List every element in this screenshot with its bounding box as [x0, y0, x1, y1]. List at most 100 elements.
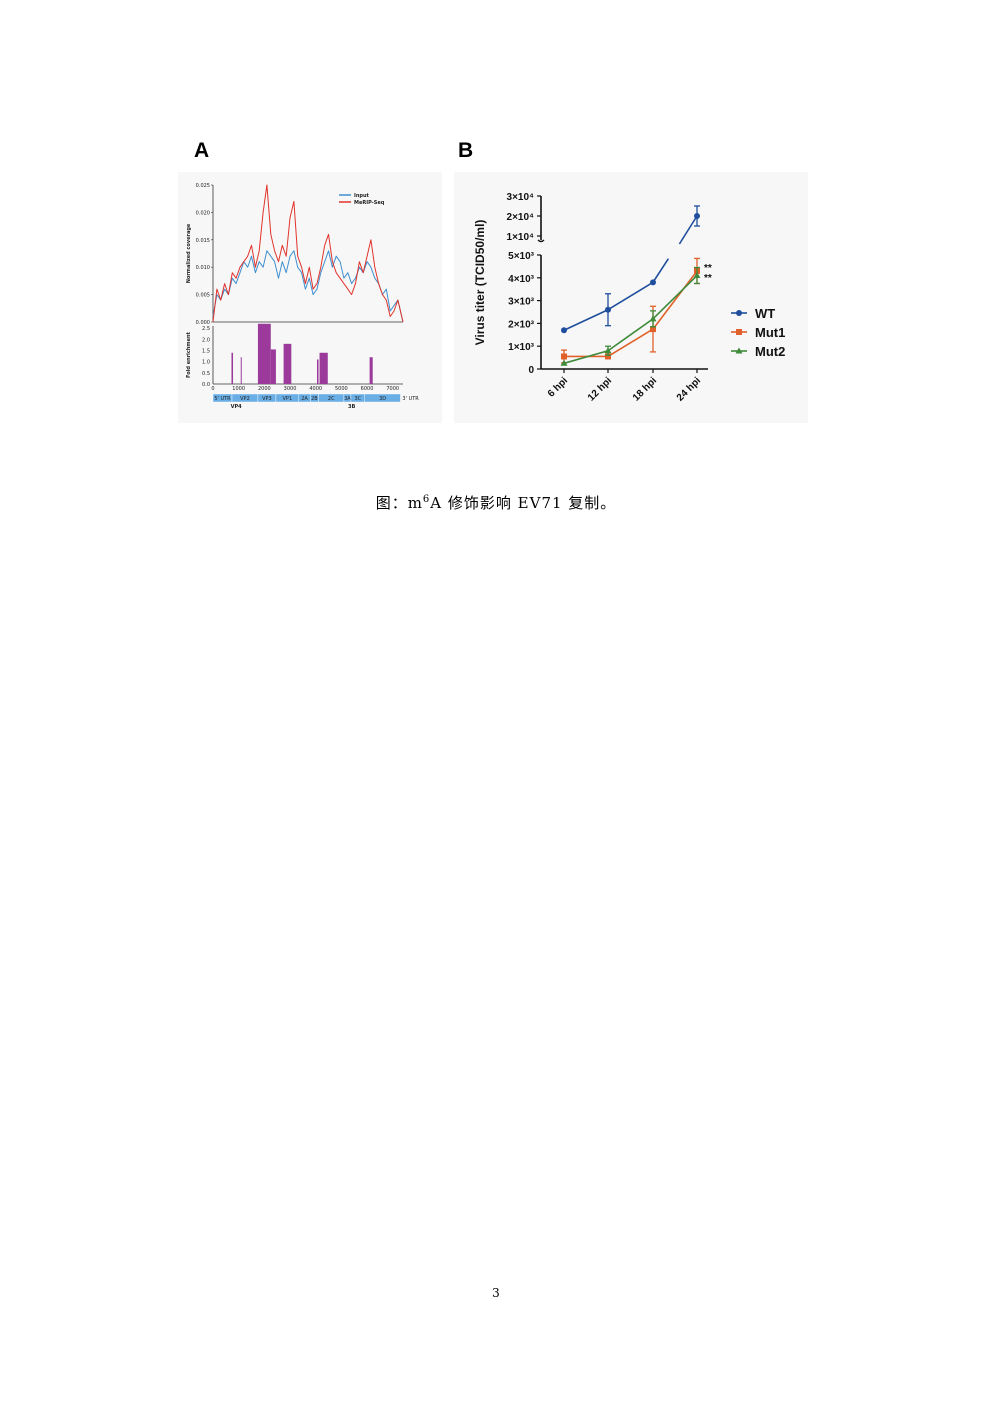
titer-legend-marker [736, 329, 742, 335]
genome-region-label: 5' UTR [214, 396, 231, 402]
titer-data-point [693, 272, 701, 279]
titer-legend-label: Mut2 [755, 344, 785, 359]
titer-legend-marker [736, 310, 742, 316]
titer-data-point [604, 347, 612, 354]
titer-data-point [560, 359, 568, 366]
enrichment-bar [369, 357, 373, 384]
genome-region-label: 3A [344, 396, 351, 402]
enrichment-y-tick-label: 2.5 [202, 326, 210, 332]
genome-region-block [364, 393, 401, 403]
titer-y-tick-label: 1×10³ [508, 342, 535, 353]
titer-series-segment [607, 328, 654, 358]
titer-data-point [694, 213, 700, 219]
titer-data-point [650, 279, 656, 286]
coverage-y-axis-label: Normalized coverage [186, 223, 192, 283]
titer-legend-label: Mut1 [755, 325, 785, 340]
titer-series-segment [607, 281, 654, 311]
enrichment-bar [240, 357, 242, 384]
titer-series-segment [652, 274, 698, 320]
enrichment-bar [316, 359, 319, 384]
genome-region-label: VP1 [283, 396, 293, 402]
enrichment-bar [257, 323, 271, 384]
coverage-y-tick-label: 0.025 [196, 183, 210, 189]
titer-y-tick-label: 3×10⁴ [507, 192, 535, 203]
significance-mut1: ** [704, 263, 712, 274]
enrichment-y-tick-label: 0.0 [202, 382, 210, 388]
titer-y-axis-label: Virus titer (TCID50/ml) [473, 220, 487, 346]
titer-y-tick-label: 0 [528, 365, 534, 376]
titer-series-segment [652, 270, 698, 330]
titer-x-tick-label: 12 hpi [586, 375, 614, 403]
titer-axis-break [537, 239, 545, 243]
titer-series-segment [652, 258, 670, 283]
enrichment-bar [231, 352, 234, 384]
significance-mut2: ** [704, 273, 712, 284]
enrichment-x-tick-label: 4000 [309, 386, 322, 392]
titer-data-point [649, 315, 657, 322]
enrichment-x-tick-label: 0 [211, 386, 214, 392]
titer-data-point [561, 327, 567, 334]
enrichment-y-tick-label: 1.5 [202, 349, 210, 355]
titer-data-point [605, 353, 611, 360]
titer-data-point [561, 353, 567, 360]
enrichment-x-tick-label: 7000 [386, 386, 399, 392]
genome-region-label: VP2 [240, 396, 250, 402]
titer-x-tick-label: 6 hpi [546, 375, 570, 399]
titer-y-tick-label: 5×10³ [508, 251, 535, 262]
enrichment-x-tick-label: 6000 [361, 386, 374, 392]
titer-x-tick-label: 24 hpi [675, 375, 703, 403]
enrichment-y-tick-label: 0.5 [202, 371, 210, 377]
enrichment-bar [270, 349, 276, 384]
caption-prefix: 图：m [375, 494, 423, 512]
panel-b-letter: B [458, 139, 474, 162]
titer-y-tick-label: 2×10³ [508, 319, 535, 330]
enrichment-x-tick-label: 2000 [258, 386, 271, 392]
coverage-y-tick-label: 0.000 [196, 320, 210, 326]
coverage-series-line-0 [212, 250, 404, 323]
titer-series-segment [563, 308, 609, 331]
enrichment-y-tick-label: 2.0 [202, 337, 210, 343]
enrichment-bar [283, 343, 292, 384]
panel-a-letter: A [194, 139, 210, 162]
coverage-legend-label: Input [354, 193, 370, 199]
enrichment-x-tick-label: 3000 [284, 386, 297, 392]
titer-y-tick-label: 4×10³ [508, 274, 535, 285]
enrichment-x-tick-label: 5000 [335, 386, 348, 392]
figure-caption: 图：m6A 修饰影响 EV71 复制。 [0, 492, 992, 513]
coverage-series-line-1 [212, 184, 404, 323]
titer-data-point [650, 326, 656, 333]
titer-y-tick-label: 1×10⁴ [507, 232, 535, 243]
genome-utr3-label: 3' UTR [402, 396, 419, 402]
enrichment-bar [319, 352, 328, 384]
panel-b-background [454, 172, 808, 423]
genome-region-label: VP3 [262, 396, 272, 402]
coverage-legend-label: MeRIP-Seq [354, 200, 385, 206]
titer-y-tick-label: 3×10³ [508, 297, 535, 308]
caption-suffix: A 修饰影响 EV71 复制。 [430, 494, 617, 512]
coverage-y-tick-label: 0.005 [196, 293, 210, 299]
titer-series-segment [563, 349, 609, 365]
titer-legend-marker [735, 347, 743, 354]
genome-region-label: 2A [301, 396, 308, 402]
titer-legend-label: WT [755, 306, 775, 321]
caption-superscript: 6 [422, 494, 431, 505]
enrichment-y-tick-label: 1.0 [202, 360, 210, 366]
titer-series-segment [678, 215, 698, 245]
genome-region-label: 2B [311, 396, 318, 402]
titer-data-point [605, 306, 611, 313]
genome-region-label: 2C [328, 396, 335, 402]
genome-region-label: 3C [354, 396, 361, 402]
coverage-y-tick-label: 0.020 [196, 210, 210, 216]
titer-x-tick-label: 18 hpi [631, 375, 659, 403]
coverage-y-tick-label: 0.010 [196, 265, 210, 271]
titer-series-segment [607, 318, 654, 352]
enrichment-x-tick-label: 1000 [232, 386, 245, 392]
page-number: 3 [492, 1286, 500, 1300]
genome-sublabel: 3B [348, 404, 355, 410]
titer-y-tick-label: 2×10⁴ [507, 212, 535, 223]
coverage-y-tick-label: 0.015 [196, 238, 210, 244]
genome-region-label: 3D [379, 396, 386, 402]
genome-sublabel: VP4 [231, 404, 243, 410]
enrichment-y-axis-label: Fold enrichment [186, 331, 192, 377]
